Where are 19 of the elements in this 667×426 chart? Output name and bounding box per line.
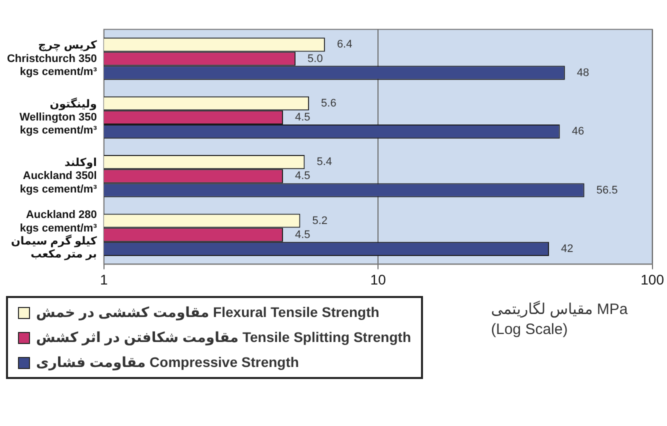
x-axis-title: مقیاس لگاریتمی MPa (Log Scale)	[491, 300, 629, 340]
x-tick-label: 100	[640, 271, 664, 288]
data-label: 5.4	[316, 156, 332, 168]
data-label: 5.6	[321, 97, 336, 110]
legend-label: مقاومت فشاری Compressive Strength	[36, 354, 299, 371]
data-label: 5.0	[308, 52, 323, 65]
legend-label: مقاومت شکافتن در اثر کشش Tensile Splitting Strength	[36, 329, 412, 346]
data-label: 6.4	[336, 38, 352, 51]
data-label: 42	[561, 242, 574, 255]
data-label: 5.2	[312, 214, 328, 227]
data-label: 4.5	[294, 228, 310, 241]
legend-label: مقاومت کششی در خمش Flexural Tensile Strength	[36, 304, 380, 321]
x-tick-label: 10	[370, 271, 386, 288]
data-label: 4.5	[294, 170, 310, 182]
data-label: 56.5	[596, 184, 618, 196]
data-label: 4.5	[294, 111, 310, 124]
x-tick-label: 1	[100, 271, 108, 288]
data-label: 48	[576, 66, 590, 79]
data-label: 46	[572, 126, 584, 138]
